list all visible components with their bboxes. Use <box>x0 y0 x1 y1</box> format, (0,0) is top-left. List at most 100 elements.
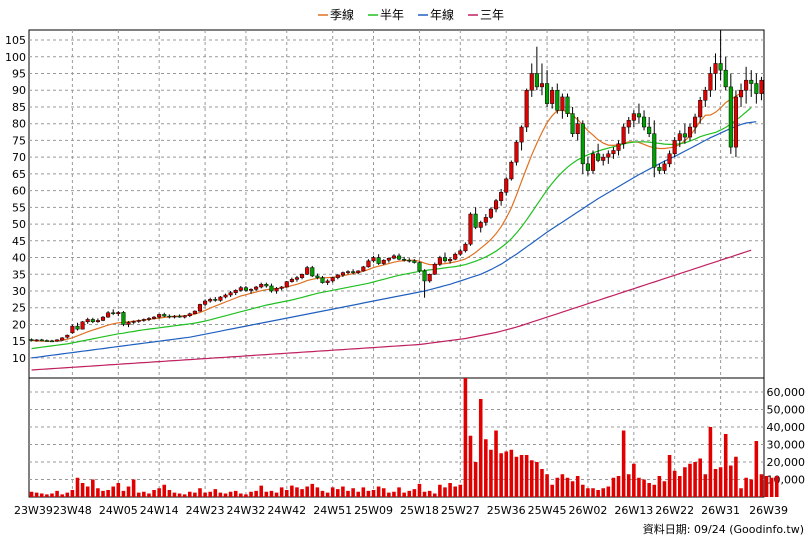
candle-body <box>483 217 488 223</box>
candle-body <box>70 325 75 334</box>
x-tick-label: 26W39 <box>749 504 788 517</box>
candle-body <box>580 123 585 165</box>
volume-bar <box>85 486 90 497</box>
candle-body <box>141 319 146 321</box>
candle-body <box>417 262 422 272</box>
volume-bar <box>463 378 468 497</box>
legend-label-0: 季線 <box>330 7 354 22</box>
candle-body <box>647 126 652 134</box>
volume-bar <box>540 469 544 497</box>
candle-body <box>407 259 412 262</box>
volume-bar <box>555 477 560 497</box>
price-tick-label: 65 <box>12 168 26 181</box>
ma-line-1 <box>31 107 752 350</box>
volume-bar <box>565 477 570 497</box>
volume-bar <box>744 477 748 497</box>
volume-bar <box>729 465 733 497</box>
candle-body <box>121 312 126 325</box>
ma-line-3 <box>31 249 752 371</box>
x-tick-label: 24W51 <box>313 504 352 517</box>
candle-body <box>192 310 197 315</box>
volume-bar <box>754 441 759 497</box>
candle-body <box>238 287 243 291</box>
volume-bar <box>397 487 401 497</box>
volume-bar <box>443 487 447 497</box>
candle-body <box>642 116 647 128</box>
volume-bar <box>116 483 121 497</box>
candle-body <box>335 274 340 278</box>
volume-bar <box>642 479 646 497</box>
volume-bar <box>34 492 39 497</box>
candle-body <box>534 73 539 88</box>
volume-bar <box>279 487 284 497</box>
candle-body <box>402 258 407 261</box>
candle-body <box>606 153 611 158</box>
candle-body <box>80 321 85 330</box>
x-tick-label: 25W36 <box>487 504 526 517</box>
candle-body <box>203 300 208 305</box>
candle-body <box>279 286 284 289</box>
x-tick-label: 24W32 <box>226 504 265 517</box>
volume-bar <box>529 460 534 497</box>
candle-body <box>550 89 555 104</box>
volume-bar <box>402 492 406 497</box>
volume-bar <box>315 487 320 497</box>
footer: 資料日期: 09/24 (Goodinfo.tw) <box>643 521 804 537</box>
volume-bar <box>478 399 483 497</box>
price-tick-label: 20 <box>12 318 26 331</box>
volume-bar <box>147 493 151 497</box>
volume-bar <box>432 493 437 497</box>
x-tick-label: 25W09 <box>354 504 393 517</box>
candle-body <box>488 208 493 218</box>
candle-body <box>458 250 463 255</box>
candle-body <box>672 140 677 155</box>
volume-bar <box>739 488 743 497</box>
volume-bar <box>693 462 697 497</box>
volume-bar <box>509 449 514 497</box>
volume-bar <box>688 463 692 497</box>
volume-bar <box>637 477 641 497</box>
candle-body <box>371 257 376 262</box>
volume-bar <box>330 487 335 497</box>
candle-body <box>320 277 325 283</box>
candle-body <box>468 213 473 245</box>
volume-bar <box>387 492 391 497</box>
volume-bar <box>60 494 64 497</box>
candle-body <box>356 270 361 273</box>
candle-body <box>182 315 187 318</box>
volume-bar <box>468 435 473 497</box>
candle-body <box>361 266 366 272</box>
candle-body <box>590 153 596 171</box>
price-tick-label: 100 <box>5 51 26 64</box>
volume-bar <box>458 484 463 497</box>
volume-bar <box>91 479 95 497</box>
candle-body <box>611 150 616 155</box>
candle-body <box>228 292 233 296</box>
volume-bar <box>198 488 202 497</box>
volume-bar <box>672 470 677 497</box>
volume-bar <box>734 456 738 497</box>
candle-body <box>744 79 749 91</box>
x-tick-label: 26W31 <box>701 504 740 517</box>
volume-bar <box>417 483 422 497</box>
data-date-label: 資料日期: 09/24 <box>642 523 726 536</box>
volume-bar <box>667 455 672 497</box>
candle-body <box>504 178 509 193</box>
price-axis: 10 15 20 25 30 35 40 45 50 55 60 65 70 75 80 85 90 95 100 1… <box>5 34 26 365</box>
candle-body <box>463 243 468 252</box>
source-label: (Goodinfo.tw) <box>729 523 804 536</box>
volume-bar <box>39 493 44 497</box>
volume-bar <box>341 486 345 497</box>
candle-body <box>172 315 177 318</box>
price-tick-label: 90 <box>12 84 26 97</box>
candle-body <box>662 163 667 171</box>
volume-bar <box>698 458 702 497</box>
candle-body <box>376 257 381 264</box>
volume-bar <box>172 492 177 497</box>
candle-body <box>300 274 305 278</box>
x-tick-label: 24W14 <box>140 504 179 517</box>
candle-body <box>340 272 345 276</box>
volume-bar <box>407 490 412 497</box>
volume-bar <box>657 476 662 497</box>
